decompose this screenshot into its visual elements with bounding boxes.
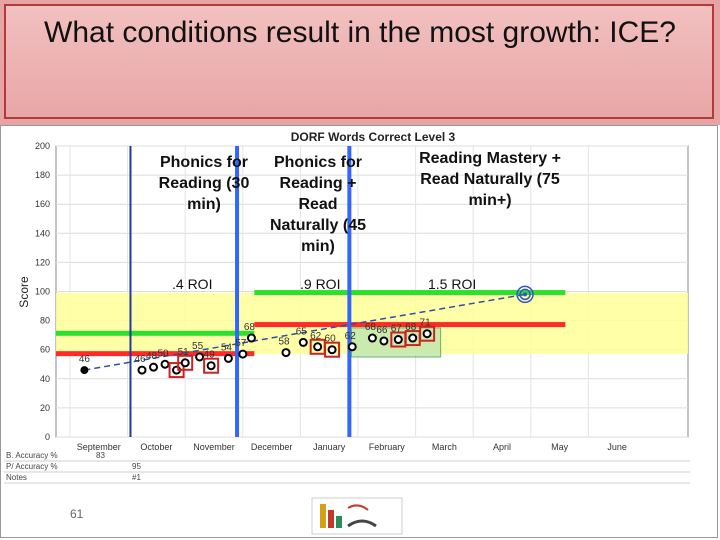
x-tick-label: December [251,442,293,452]
y-tick-label: 60 [40,345,50,355]
data-point [393,335,403,345]
benchmark-green-line-2 [254,290,566,296]
footer-row-value: #1 [132,473,141,482]
y-tick-label: 200 [35,141,50,151]
footer-row-label: P/ Accuracy % [6,462,58,471]
data-label: 48 [146,351,158,362]
footer-row-value: 95 [132,462,141,471]
phase2-roi: .9 ROI [300,276,341,292]
data-point [160,359,170,369]
data-label: 49 [204,350,216,361]
data-label: 50 [157,348,169,359]
phase1-annotation: Phonics for Reading (30 min) [158,154,250,213]
data-point [281,348,291,358]
data-point [313,342,323,352]
data-point [223,353,233,363]
data-label: 58 [278,337,290,348]
aimline [84,293,526,371]
highlight-box [203,357,220,374]
y-tick-label: 180 [35,170,50,180]
highlight-box [419,325,436,342]
data-point [137,365,147,375]
data-point [408,333,418,343]
x-tick-label: May [551,442,569,452]
x-tick-label: February [369,442,406,452]
phase2-annotation: Phonics for Reading + Read Naturally (45… [269,154,367,255]
chart-title: DORF Words Correct Level 3 [291,130,456,144]
y-axis-label: Score [17,276,31,308]
benchmark-green-line [56,330,255,336]
x-tick-label: October [140,442,172,452]
highlight-box [324,341,341,358]
y-tick-label: 80 [40,316,50,326]
data-point [180,358,190,368]
data-label: 68 [405,322,417,333]
slide-frame [0,125,718,538]
data-label: 68 [244,322,256,333]
data-point [206,361,216,371]
goal-marker [516,285,534,304]
data-label: 65 [296,326,308,337]
slide-title: What conditions result in the most growt… [44,16,676,49]
title-banner: What conditions result in the most growt… [0,0,720,125]
phase3-annotation: Reading Mastery + Read Naturally (75 min… [419,150,561,209]
data-label: 62 [345,331,357,342]
data-label: 66 [376,325,388,336]
x-tick-label: November [193,442,235,452]
data-label: 57 [235,338,247,349]
x-tick-label: April [493,442,511,452]
data-label: 62 [310,331,322,342]
data-label: 46 [79,354,91,365]
data-label: 46 [134,354,146,365]
y-tick-label: 100 [35,287,50,297]
benchmark-red-line [56,351,255,357]
highlight-box [177,354,194,371]
footer-row-label: B. Accuracy % [6,451,58,460]
data-point [379,336,389,346]
data-point [238,349,248,359]
data-point [149,362,159,372]
goal-marker-ring [519,288,531,301]
data-point [298,337,308,347]
title-banner-inner [4,4,714,119]
data-label: 60 [325,334,337,345]
y-tick-label: 120 [35,257,50,267]
phase1-roi: .4 ROI [172,276,213,292]
x-tick-label: March [432,442,457,452]
data-label: 55 [192,341,204,352]
page-number: 61 [70,507,84,521]
data-point [367,333,377,343]
data-label: 67 [391,324,403,335]
data-point [195,352,205,362]
data-label: 51 [178,347,190,358]
benchmark-red-line-2 [254,322,566,328]
y-tick-label: 140 [35,228,50,238]
goal-marker-center [523,292,528,297]
phase3-roi: 1.5 ROI [428,276,477,292]
y-tick-label: 40 [40,374,50,384]
data-point [347,342,357,352]
y-tick-label: 20 [40,403,50,413]
footer-row-value: 83 [96,451,105,460]
x-tick-label: January [313,442,346,452]
data-label: 68 [365,322,377,333]
data-point [422,329,432,339]
y-tick-label: 160 [35,199,50,209]
x-tick-label: September [77,442,121,452]
data-label: 71 [420,318,432,329]
data-point [327,345,337,355]
footer-row-label: Notes [6,473,27,482]
x-tick-label: June [607,442,627,452]
y-tick-label: 0 [45,432,50,442]
benchmark-yellow-band [56,292,688,323]
data-point [246,333,256,343]
data-point [80,366,89,375]
data-label: 54 [221,342,233,353]
ortli-logo [311,497,403,535]
